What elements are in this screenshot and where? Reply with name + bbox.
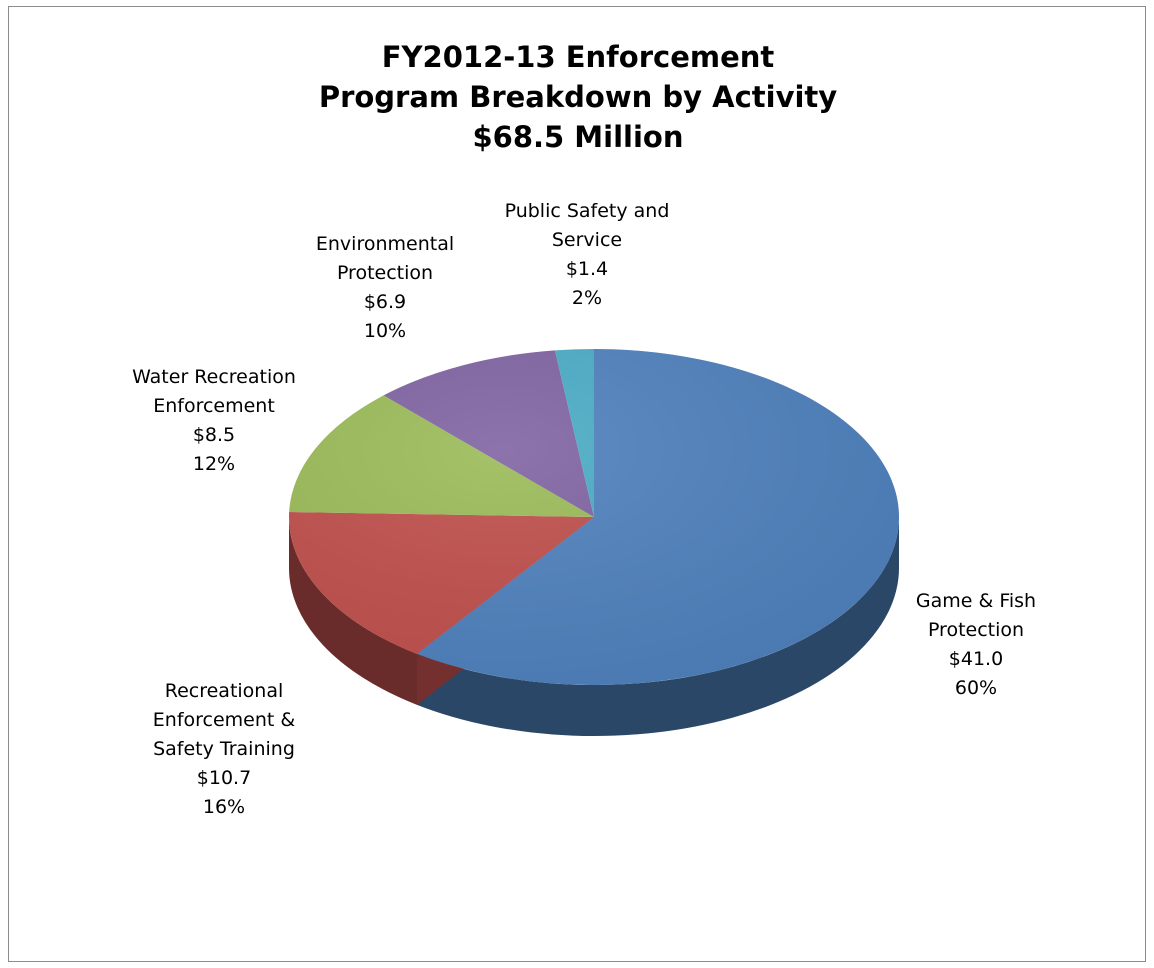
- slice-percent-label: 16%: [202, 796, 246, 818]
- slice-percent-label: 60%: [954, 677, 998, 699]
- pie-chart: [289, 349, 900, 736]
- slice-name-line: Service: [551, 229, 623, 251]
- slice-percent-label: 10%: [363, 320, 407, 342]
- slice-name-line: Water Recreation: [132, 366, 296, 388]
- slice-value-label: $6.9: [363, 291, 407, 313]
- slice-label-game-fish: Game & Fish Protection $41.0 60%: [881, 587, 1071, 703]
- chart-title-line-3: $68.5 Million: [472, 120, 684, 154]
- slice-name-line: Enforcement: [153, 395, 275, 417]
- chart-title-line-2: Program Breakdown by Activity: [318, 80, 838, 114]
- slice-name-line: Safety Training: [153, 738, 295, 760]
- chart-title: FY2012-13 Enforcement Program Breakdown …: [9, 37, 1147, 157]
- pie-top: [289, 349, 900, 686]
- slice-name-line: Game & Fish: [915, 590, 1037, 612]
- slice-value-label: $10.7: [196, 767, 252, 789]
- pie-slice-side-1: [289, 517, 417, 705]
- slice-name-line: Recreational: [164, 680, 284, 702]
- slice-name-line: Protection: [336, 262, 434, 284]
- slice-percent-label: 2%: [571, 287, 603, 309]
- chart-title-line-1: FY2012-13 Enforcement: [381, 40, 775, 74]
- pie-top-shading: [289, 349, 899, 685]
- pie-slice-side-0: [416, 517, 899, 736]
- slice-name-line: Protection: [927, 619, 1025, 641]
- slice-label-recreational-enforcement: Recreational Enforcement & Safety Traini…: [129, 677, 319, 822]
- slice-label-public-safety: Public Safety and Service $1.4 2%: [487, 197, 687, 313]
- slice-value-label: $41.0: [948, 648, 1004, 670]
- slice-percent-label: 12%: [192, 453, 236, 475]
- slice-value-label: $1.4: [565, 258, 609, 280]
- slice-label-water-recreation: Water Recreation Enforcement $8.5 12%: [114, 363, 314, 479]
- slice-name-line: Public Safety and: [504, 200, 670, 222]
- slice-label-environmental-protection: Environmental Protection $6.9 10%: [290, 230, 480, 346]
- chart-area: FY2012-13 Enforcement Program Breakdown …: [8, 6, 1146, 962]
- slice-name-line: Environmental: [315, 233, 455, 255]
- slice-value-label: $8.5: [192, 424, 236, 446]
- slice-name-line: Enforcement &: [152, 709, 296, 731]
